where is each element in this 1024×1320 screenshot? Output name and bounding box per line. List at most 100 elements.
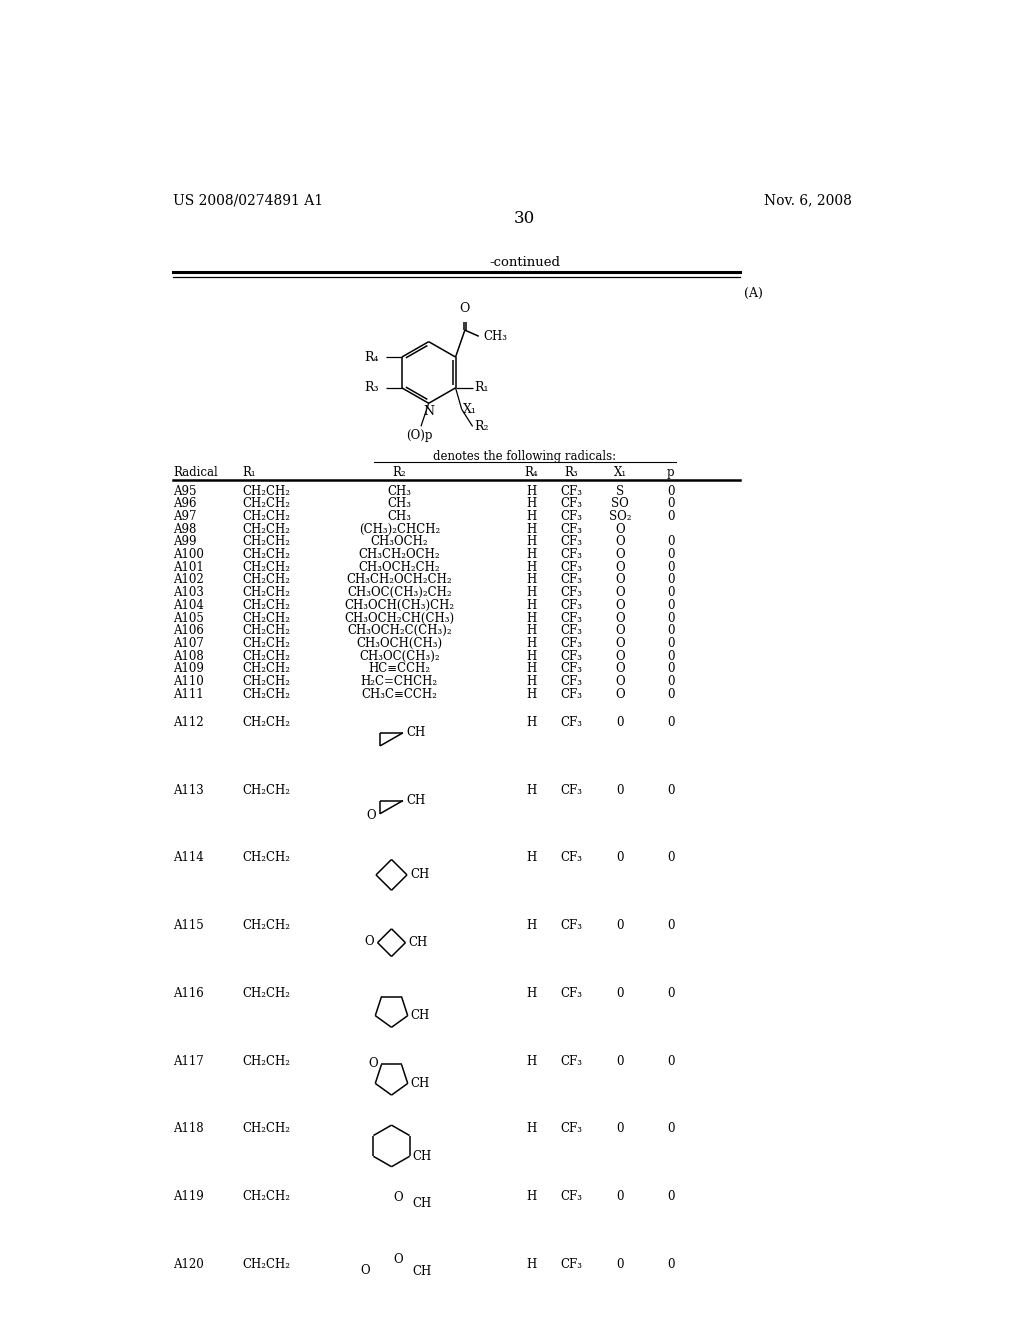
Text: CH₃OCH₂CH₂: CH₃OCH₂CH₂ (358, 561, 440, 574)
Text: O: O (615, 663, 625, 676)
Text: R₁: R₁ (243, 466, 256, 479)
Text: 0: 0 (667, 1055, 674, 1068)
Text: -continued: -continued (489, 256, 560, 269)
Text: H: H (526, 649, 537, 663)
Text: O: O (615, 586, 625, 599)
Text: A116: A116 (173, 987, 204, 1001)
Text: H: H (526, 919, 537, 932)
Text: A114: A114 (173, 851, 204, 865)
Text: 0: 0 (667, 1122, 674, 1135)
Text: A107: A107 (173, 638, 204, 649)
Text: H: H (526, 784, 537, 797)
Text: O: O (460, 302, 470, 315)
Text: A115: A115 (173, 919, 204, 932)
Text: 0: 0 (667, 561, 674, 574)
Text: CH: CH (409, 936, 428, 949)
Text: O: O (369, 1057, 379, 1071)
Text: CF₃: CF₃ (560, 1258, 583, 1271)
Text: CH: CH (410, 869, 429, 882)
Text: CH₂CH₂: CH₂CH₂ (243, 536, 291, 548)
Text: CH₂CH₂: CH₂CH₂ (243, 498, 291, 511)
Text: CH₂CH₂: CH₂CH₂ (243, 1258, 291, 1271)
Text: CH₂CH₂: CH₂CH₂ (243, 688, 291, 701)
Text: 0: 0 (667, 498, 674, 511)
Text: CH₂CH₂: CH₂CH₂ (243, 649, 291, 663)
Text: CF₃: CF₃ (560, 663, 583, 676)
Text: denotes the following radicals:: denotes the following radicals: (433, 450, 616, 463)
Text: 0: 0 (667, 675, 674, 688)
Text: O: O (615, 536, 625, 548)
Text: CH₂CH₂: CH₂CH₂ (243, 851, 291, 865)
Text: A117: A117 (173, 1055, 204, 1068)
Text: CF₃: CF₃ (560, 484, 583, 498)
Text: CF₃: CF₃ (560, 561, 583, 574)
Text: CH₃OCH₂CH(CH₃): CH₃OCH₂CH(CH₃) (344, 611, 455, 624)
Text: 0: 0 (667, 510, 674, 523)
Text: 0: 0 (667, 624, 674, 638)
Text: S: S (616, 484, 625, 498)
Text: 30: 30 (514, 210, 536, 227)
Text: H: H (526, 688, 537, 701)
Text: A118: A118 (173, 1122, 204, 1135)
Text: 0: 0 (667, 649, 674, 663)
Text: HC≡CCH₂: HC≡CCH₂ (369, 663, 430, 676)
Text: O: O (360, 1263, 371, 1276)
Text: H: H (526, 548, 537, 561)
Text: CH₂CH₂: CH₂CH₂ (243, 784, 291, 797)
Text: A113: A113 (173, 784, 204, 797)
Text: CH₂CH₂: CH₂CH₂ (243, 573, 291, 586)
Text: A102: A102 (173, 573, 204, 586)
Text: CH: CH (406, 795, 425, 807)
Text: CF₃: CF₃ (560, 1055, 583, 1068)
Text: CF₃: CF₃ (560, 851, 583, 865)
Text: CH: CH (406, 726, 425, 739)
Text: CH₃OCH₂C(CH₃)₂: CH₃OCH₂C(CH₃)₂ (347, 624, 452, 638)
Text: 0: 0 (667, 851, 674, 865)
Text: H: H (526, 675, 537, 688)
Text: H: H (526, 987, 537, 1001)
Text: O: O (615, 624, 625, 638)
Text: CH₂CH₂: CH₂CH₂ (243, 1191, 291, 1204)
Text: CF₃: CF₃ (560, 536, 583, 548)
Text: H: H (526, 498, 537, 511)
Text: A95: A95 (173, 484, 197, 498)
Text: 0: 0 (616, 1191, 624, 1204)
Text: SO₂: SO₂ (609, 510, 632, 523)
Text: CH₃OC(CH₃)₂CH₂: CH₃OC(CH₃)₂CH₂ (347, 586, 452, 599)
Text: A119: A119 (173, 1191, 204, 1204)
Text: (A): (A) (744, 286, 763, 300)
Text: A120: A120 (173, 1258, 204, 1271)
Text: CH₃CH₂OCH₂: CH₃CH₂OCH₂ (358, 548, 440, 561)
Text: CH: CH (411, 1077, 430, 1090)
Text: 0: 0 (667, 586, 674, 599)
Text: A97: A97 (173, 510, 197, 523)
Text: 0: 0 (667, 484, 674, 498)
Text: CF₃: CF₃ (560, 624, 583, 638)
Text: A99: A99 (173, 536, 197, 548)
Text: H: H (526, 851, 537, 865)
Text: O: O (615, 573, 625, 586)
Text: R₂: R₂ (474, 420, 488, 433)
Text: CH₃CH₂OCH₂CH₂: CH₃CH₂OCH₂CH₂ (346, 573, 452, 586)
Text: CH₂CH₂: CH₂CH₂ (243, 484, 291, 498)
Text: H: H (526, 523, 537, 536)
Text: 0: 0 (616, 784, 624, 797)
Text: CH₂CH₂: CH₂CH₂ (243, 599, 291, 612)
Text: A108: A108 (173, 649, 204, 663)
Text: 0: 0 (667, 1258, 674, 1271)
Text: CH₃: CH₃ (387, 498, 412, 511)
Text: H: H (526, 586, 537, 599)
Text: 0: 0 (667, 548, 674, 561)
Text: O: O (393, 1191, 402, 1204)
Text: R₁: R₁ (474, 381, 488, 395)
Text: 0: 0 (616, 1122, 624, 1135)
Text: H: H (526, 484, 537, 498)
Text: CF₃: CF₃ (560, 675, 583, 688)
Text: (O)p: (O)p (407, 429, 433, 442)
Text: O: O (615, 548, 625, 561)
Text: H: H (526, 1055, 537, 1068)
Text: N: N (423, 405, 434, 418)
Text: 0: 0 (667, 715, 674, 729)
Text: CH₃: CH₃ (387, 484, 412, 498)
Text: 0: 0 (616, 715, 624, 729)
